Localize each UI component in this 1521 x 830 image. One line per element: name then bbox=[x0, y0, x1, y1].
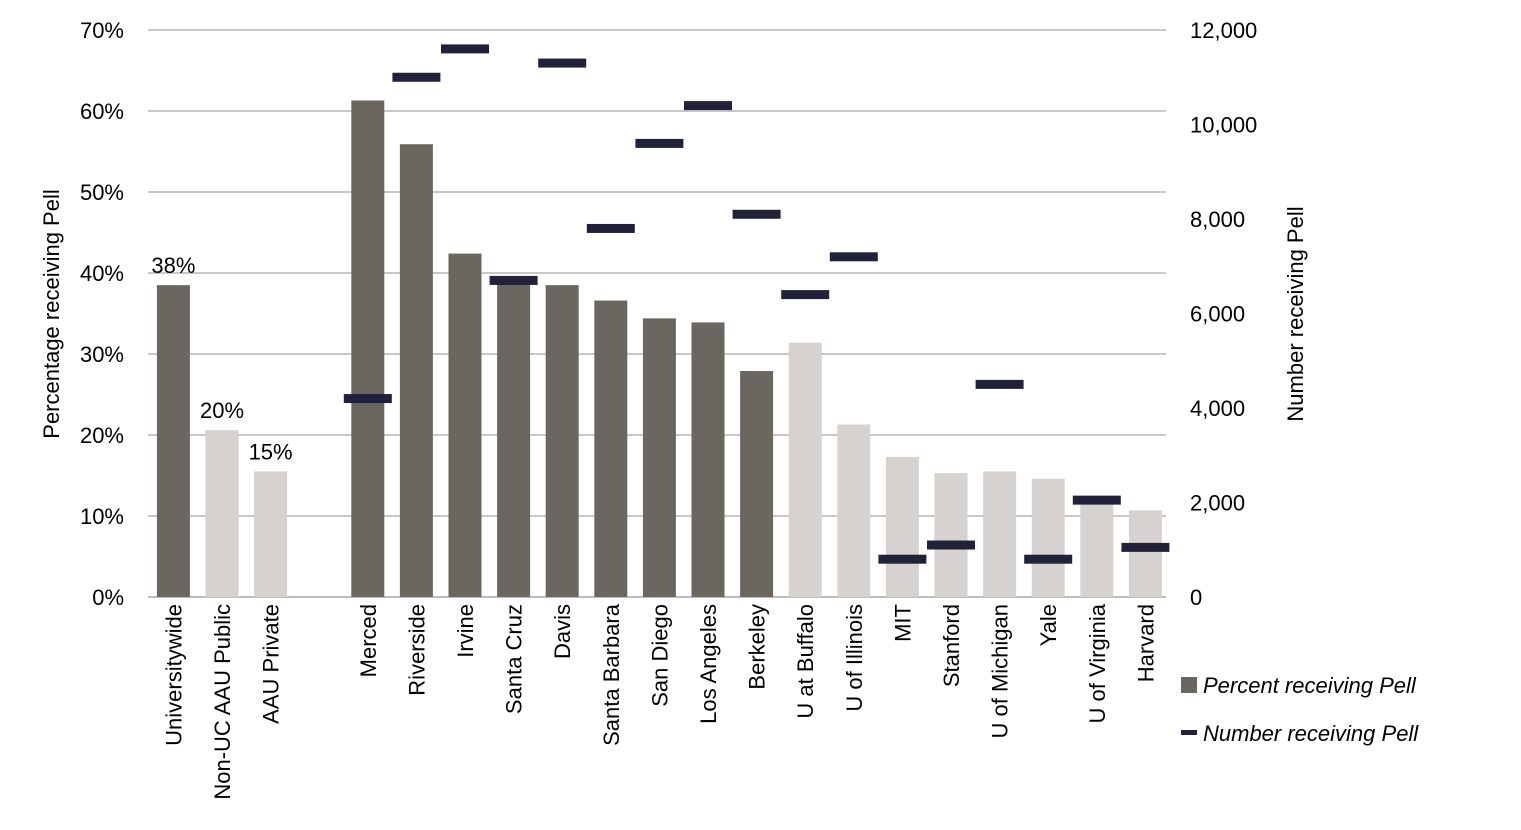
marker-merced bbox=[343, 394, 392, 404]
y-tick-right: 8,000 bbox=[1190, 207, 1245, 232]
y-tick-left: 30% bbox=[80, 342, 124, 367]
category-label-santa-barbara: Santa Barbara bbox=[599, 603, 624, 746]
y-tick-left: 20% bbox=[80, 423, 124, 448]
bar-non-uc-aau-public bbox=[205, 430, 239, 597]
category-label-u-of-virginia: U of Virginia bbox=[1085, 603, 1110, 723]
y-tick-right: 12,000 bbox=[1190, 18, 1257, 43]
category-label-merced: Merced bbox=[356, 604, 381, 677]
y-tick-right: 4,000 bbox=[1190, 396, 1245, 421]
left-axis-ticks: 0% 10% 20% 30% 40% 50% 60% 70% bbox=[80, 18, 124, 610]
marker-u-at-buffalo bbox=[781, 290, 830, 300]
marker-irvine bbox=[441, 44, 489, 54]
y-tick-left: 70% bbox=[80, 18, 124, 43]
category-label-san-diego: San Diego bbox=[647, 604, 672, 707]
data-label-aau-private: 15% bbox=[249, 439, 293, 464]
y-tick-right: 0 bbox=[1190, 585, 1202, 610]
category-label-santa-cruz: Santa Cruz bbox=[502, 604, 527, 714]
y-axis-title-left: Percentage receiving Pell bbox=[39, 189, 64, 438]
marker-u-of-illinois bbox=[829, 252, 878, 262]
category-label-universitywide: Universitywide bbox=[161, 604, 186, 746]
bar-santa-barbara bbox=[594, 300, 628, 597]
bar-stanford bbox=[934, 473, 968, 597]
y-tick-right: 2,000 bbox=[1190, 491, 1245, 516]
marker-santa-cruz bbox=[489, 275, 538, 285]
y-tick-left: 0% bbox=[92, 585, 124, 610]
marker-harvard bbox=[1121, 542, 1170, 552]
marker-berkeley bbox=[732, 209, 781, 219]
bar-santa-cruz bbox=[497, 282, 531, 597]
category-labels: Universitywide Non-UC AAU Public AAU Priva… bbox=[161, 603, 1158, 799]
bar-harvard bbox=[1128, 510, 1162, 597]
bar-universitywide bbox=[156, 285, 190, 597]
category-label-u-of-michigan: U of Michigan bbox=[988, 604, 1013, 739]
marker-riverside bbox=[392, 72, 441, 82]
category-label-harvard: Harvard bbox=[1133, 604, 1158, 682]
category-label-irvine: Irvine bbox=[453, 604, 478, 658]
bar-davis bbox=[545, 285, 579, 597]
marker-u-of-michigan bbox=[975, 379, 1024, 389]
category-label-davis: Davis bbox=[550, 604, 575, 659]
marker-san-diego bbox=[635, 138, 684, 148]
bar-aau-private bbox=[254, 471, 288, 597]
bar-berkeley bbox=[740, 371, 774, 597]
bar-san-diego bbox=[642, 318, 676, 597]
data-labels: 38% 20%15% bbox=[151, 253, 292, 464]
category-label-los-angeles: Los Angeles bbox=[696, 604, 721, 724]
y-tick-right: 10,000 bbox=[1190, 113, 1257, 138]
y-tick-left: 10% bbox=[80, 504, 124, 529]
bar-los-angeles bbox=[691, 322, 725, 597]
bar-u-of-virginia bbox=[1080, 501, 1114, 597]
right-axis-ticks: 0 2,000 4,000 6,000 8,000 10,000 12,000 bbox=[1190, 18, 1257, 610]
marker-mit bbox=[878, 554, 927, 564]
bar-u-at-buffalo bbox=[788, 342, 822, 597]
bar-riverside bbox=[399, 144, 433, 597]
marker-stanford bbox=[927, 540, 975, 550]
bar-u-of-michigan bbox=[983, 471, 1017, 597]
y-axis-title-right: Number receiving Pell bbox=[1283, 206, 1308, 421]
marker-u-of-virginia bbox=[1072, 495, 1121, 505]
legend-swatch-percent bbox=[1181, 677, 1197, 693]
legend-label-number: Number receiving Pell bbox=[1203, 721, 1419, 746]
bar-mit bbox=[885, 456, 919, 597]
category-label-u-at-buffalo: U at Buffalo bbox=[793, 604, 818, 719]
y-tick-left: 50% bbox=[80, 180, 124, 205]
legend: Percent receiving Pell Number receiving … bbox=[1181, 673, 1419, 746]
bar-merced bbox=[351, 100, 385, 597]
bar-series bbox=[156, 100, 1162, 597]
data-label-universitywide: 38% bbox=[151, 253, 195, 278]
category-label-u-of-illinois: U of Illinois bbox=[842, 604, 867, 712]
category-label-mit: MIT bbox=[890, 604, 915, 642]
y-tick-left: 60% bbox=[80, 99, 124, 124]
bar-irvine bbox=[448, 253, 482, 597]
bar-u-of-illinois bbox=[837, 424, 871, 597]
marker-davis bbox=[538, 58, 587, 68]
category-label-berkeley: Berkeley bbox=[745, 604, 770, 690]
legend-swatch-number bbox=[1181, 730, 1197, 735]
marker-santa-barbara bbox=[586, 223, 635, 233]
legend-label-percent: Percent receiving Pell bbox=[1203, 673, 1417, 698]
category-label-stanford: Stanford bbox=[939, 604, 964, 687]
category-label-non-uc-aau-public: Non-UC AAU Public bbox=[210, 604, 235, 800]
y-tick-left: 40% bbox=[80, 261, 124, 286]
category-label-riverside: Riverside bbox=[404, 604, 429, 696]
marker-series bbox=[343, 44, 1170, 564]
data-label-non-uc-aau-public: 20% bbox=[200, 398, 244, 423]
category-label-aau-private: AAU Private bbox=[259, 604, 284, 724]
bar-yale bbox=[1031, 478, 1065, 597]
marker-los-angeles bbox=[684, 101, 732, 111]
y-tick-right: 6,000 bbox=[1190, 302, 1245, 327]
category-label-yale: Yale bbox=[1036, 604, 1061, 646]
marker-yale bbox=[1024, 554, 1073, 564]
